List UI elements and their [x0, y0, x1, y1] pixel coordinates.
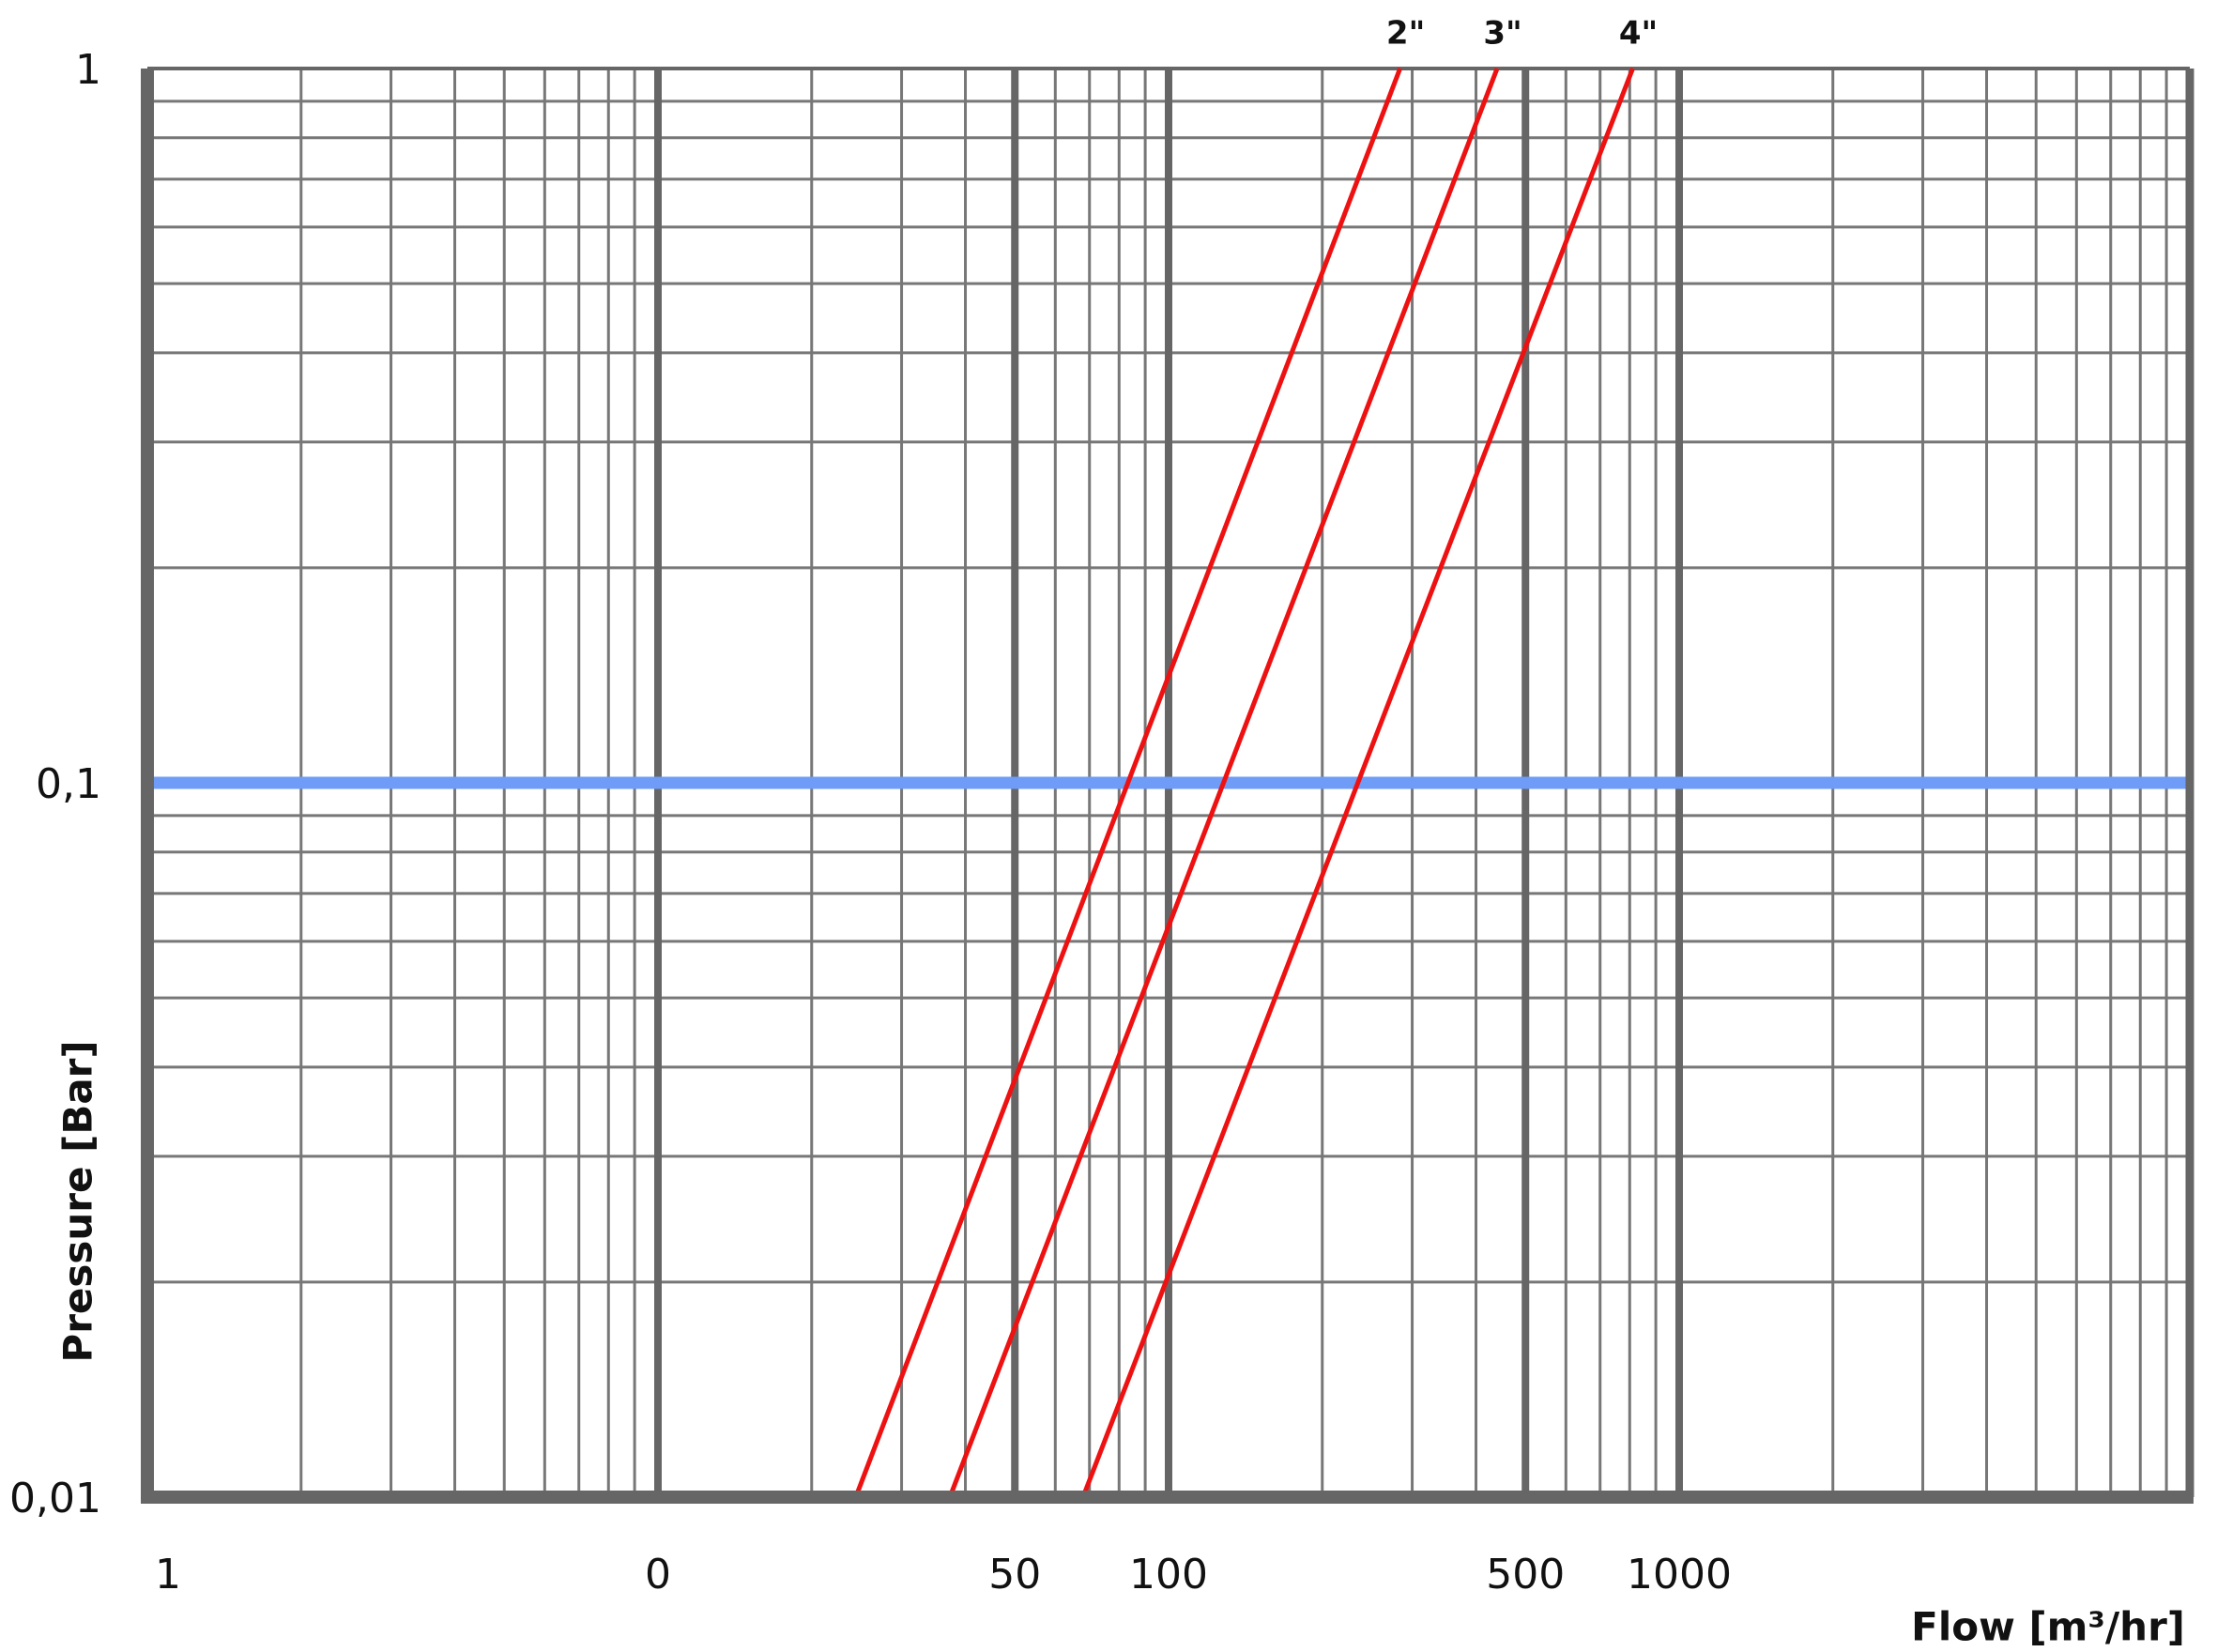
series-line — [1080, 68, 1635, 1498]
y-tick-label: 0,01 — [9, 1475, 101, 1522]
series-label: 3" — [1483, 15, 1521, 53]
x-tick-label: 50 — [988, 1551, 1041, 1598]
x-tick-label: 100 — [1129, 1551, 1208, 1598]
y-tick-label: 1 — [75, 46, 101, 94]
x-tick-label: 1 — [155, 1551, 181, 1598]
labels: Flow [m³/hr] Pressure [Bar] 1 0 50 100 500 10… — [9, 15, 2185, 1650]
plot-data — [147, 68, 2190, 1498]
series-label: 2" — [1386, 15, 1425, 53]
x-tick-label: 0 — [645, 1551, 671, 1598]
y-tick-label: 0,1 — [36, 760, 101, 808]
series-label: 4" — [1619, 15, 1658, 53]
series-line — [947, 68, 1500, 1498]
x-tick-label: 1000 — [1627, 1551, 1732, 1598]
series-line — [853, 68, 1402, 1498]
x-tick-label: 500 — [1486, 1551, 1565, 1598]
frame — [141, 69, 2194, 1504]
x-axis-title: Flow [m³/hr] — [1911, 1604, 2185, 1650]
y-axis-title: Pressure [Bar] — [55, 1040, 101, 1362]
